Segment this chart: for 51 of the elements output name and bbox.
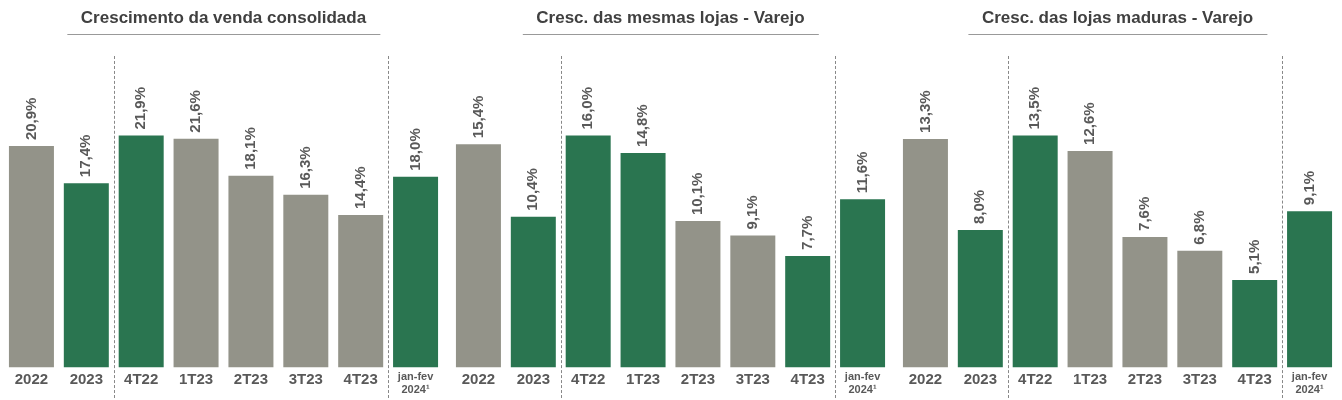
x-tick-label: jan-fev 2024¹ — [396, 370, 435, 396]
x-tick-label: 4T23 — [790, 369, 825, 387]
data-label: 5,1% — [1244, 239, 1262, 274]
data-label: 21,6% — [186, 90, 204, 133]
x-tick-label: 3T23 — [1182, 369, 1217, 387]
data-label: 9,1% — [742, 195, 760, 230]
data-label: 7,7% — [797, 215, 815, 250]
x-tick-label: 4T23 — [343, 369, 378, 387]
data-label: 17,4% — [76, 134, 94, 178]
data-label: 6,8% — [1189, 210, 1207, 245]
data-label: 13,3% — [915, 90, 933, 133]
data-label: 8,0% — [970, 189, 988, 225]
data-label: 15,4% — [468, 95, 486, 139]
x-tick-label: 1T23 — [178, 369, 214, 387]
x-tick-label: 1T23 — [625, 369, 661, 387]
data-label: 14,8% — [633, 104, 651, 147]
data-label: 11,6% — [852, 151, 870, 194]
data-label: 14,4% — [350, 166, 368, 209]
x-tick-label: 2022 — [14, 369, 49, 387]
x-tick-label: 2022 — [908, 369, 943, 387]
data-label: 7,6% — [1135, 196, 1153, 231]
data-label: 16,0% — [578, 86, 596, 130]
data-label: 9,1% — [1299, 170, 1317, 206]
data-label: 18,1% — [241, 127, 259, 170]
chart-title: Cresc. das mesmas lojas - Varejo — [522, 8, 819, 35]
x-tick-label: 2022 — [461, 369, 496, 387]
x-tick-label: 1T23 — [1072, 369, 1108, 387]
x-tick-label: 2T23 — [233, 369, 269, 387]
data-label: 10,1% — [688, 172, 706, 216]
x-tick-label: 4T23 — [1237, 369, 1272, 387]
data-label: 18,0% — [405, 128, 423, 171]
data-label: 20,9% — [21, 97, 39, 141]
data-label: 10,4% — [523, 168, 541, 211]
x-tick-label: 3T23 — [735, 369, 770, 387]
chart-title: Cresc. das lojas maduras - Varejo — [967, 8, 1268, 35]
chart-title: Crescimento da venda consolidada — [66, 8, 381, 35]
x-tick-label: 4T22 — [571, 369, 606, 387]
x-tick-label: 2023 — [516, 369, 550, 387]
x-tick-label: 4T22 — [124, 369, 159, 387]
x-tick-label: 2T23 — [680, 369, 716, 387]
x-tick-label: 3T23 — [288, 369, 323, 387]
x-tick-label: jan-fev 2024¹ — [1290, 370, 1329, 396]
data-label: 13,5% — [1025, 86, 1043, 130]
x-tick-label: 2T23 — [1127, 369, 1163, 387]
x-tick-label: jan-fev 2024¹ — [843, 370, 882, 396]
x-tick-label: 2023 — [963, 369, 997, 387]
x-tick-label: 4T22 — [1018, 369, 1053, 387]
data-label: 21,9% — [131, 86, 149, 130]
x-tick-label: 2023 — [69, 369, 103, 387]
data-label: 12,6% — [1080, 102, 1098, 145]
data-label: 16,3% — [295, 146, 313, 189]
